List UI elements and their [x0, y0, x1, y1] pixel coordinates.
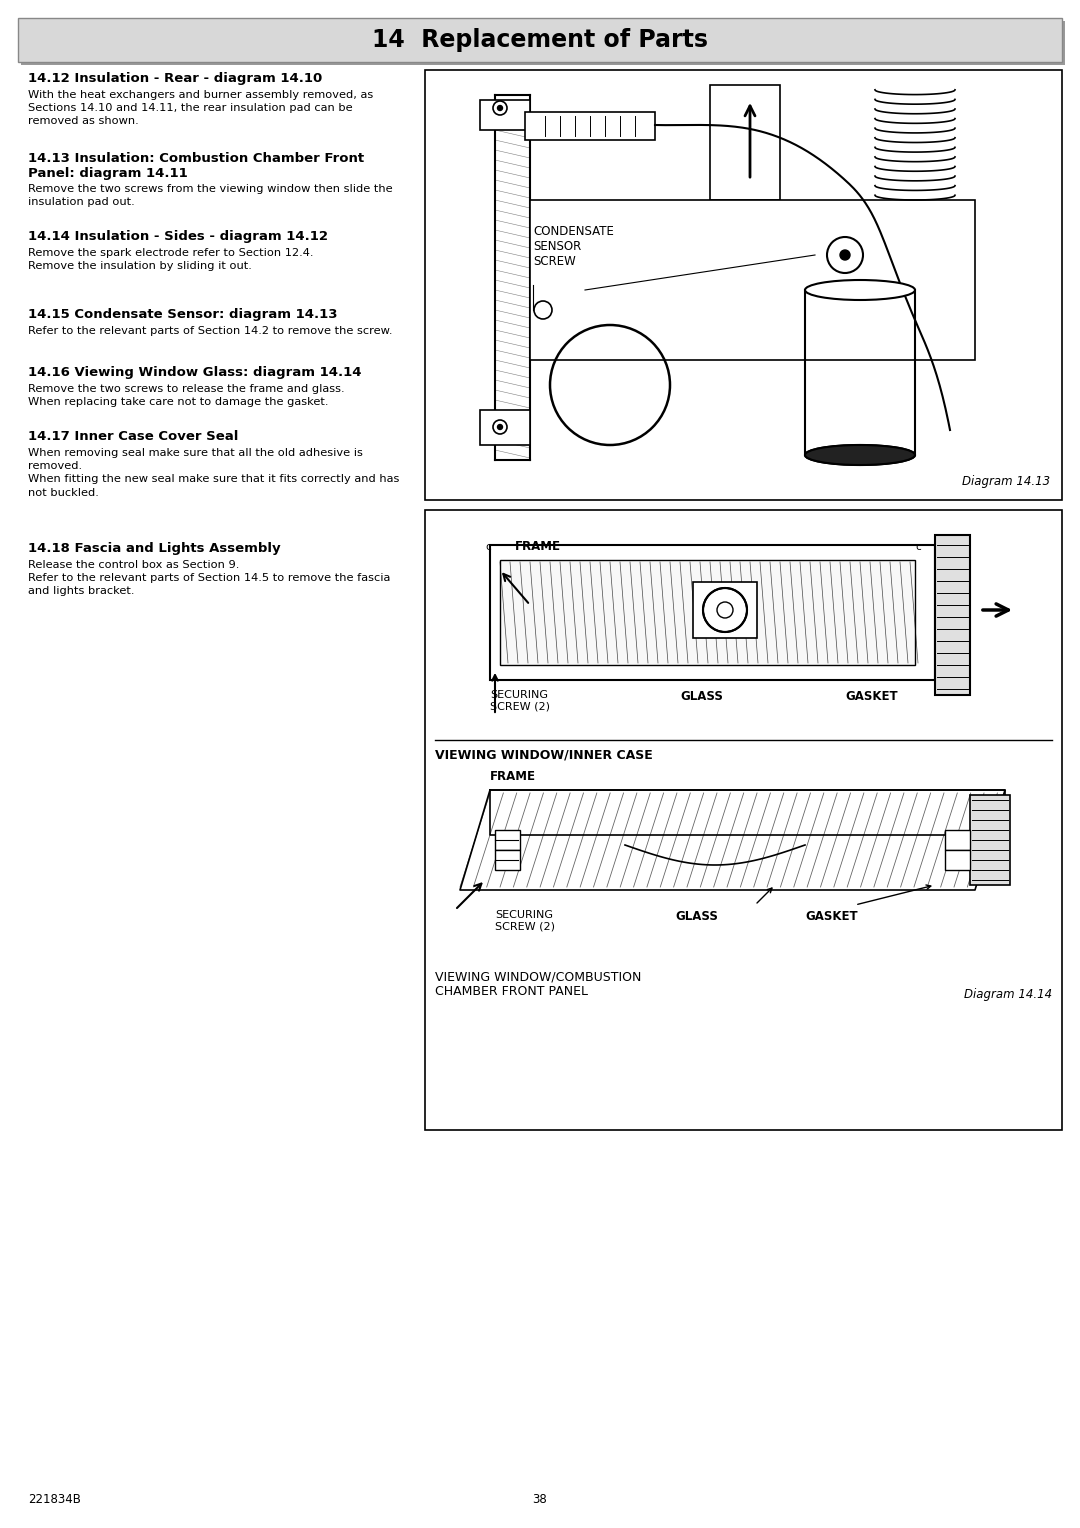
Text: Diagram 14.13: Diagram 14.13: [962, 475, 1050, 487]
Bar: [500, 559, 915, 665]
Bar: [530, 200, 975, 361]
Text: FRAME: FRAME: [515, 539, 561, 553]
Text: 14.15 Condensate Sensor: diagram 14.13: 14.15 Condensate Sensor: diagram 14.13: [28, 309, 337, 321]
Text: Diagram 14.14: Diagram 14.14: [963, 989, 1052, 1001]
Text: CONDENSATE
SENSOR
SCREW: CONDENSATE SENSOR SCREW: [534, 225, 613, 267]
Bar: [710, 86, 780, 200]
Polygon shape: [490, 790, 1005, 834]
Text: VIEWING WINDOW/COMBUSTION
CHAMBER FRONT PANEL: VIEWING WINDOW/COMBUSTION CHAMBER FRONT …: [435, 970, 642, 998]
Bar: [945, 850, 970, 869]
Text: Remove the two screws from the viewing window then slide the
insulation pad out.: Remove the two screws from the viewing w…: [28, 183, 393, 208]
Bar: [945, 830, 970, 850]
Ellipse shape: [805, 445, 915, 465]
Bar: [495, 830, 519, 850]
Text: Release the control box as Section 9.
Refer to the relevant parts of Section 14.: Release the control box as Section 9. Re…: [28, 559, 390, 596]
Bar: [426, 70, 1062, 500]
Text: 38: 38: [532, 1493, 548, 1507]
Text: Refer to the relevant parts of Section 14.2 to remove the screw.: Refer to the relevant parts of Section 1…: [28, 325, 392, 336]
Bar: [480, 99, 530, 130]
FancyBboxPatch shape: [18, 18, 1062, 63]
Text: GASKET: GASKET: [845, 691, 897, 703]
Ellipse shape: [805, 445, 915, 465]
Circle shape: [498, 425, 502, 429]
Text: GASKET: GASKET: [805, 911, 858, 923]
Text: 14.14 Insulation - Sides - diagram 14.12: 14.14 Insulation - Sides - diagram 14.12: [28, 231, 328, 243]
Bar: [490, 545, 935, 680]
Text: SECURING
SCREW (2): SECURING SCREW (2): [495, 911, 555, 932]
Text: c: c: [915, 542, 921, 552]
Text: SECURING
SCREW (2): SECURING SCREW (2): [490, 691, 550, 712]
Text: 221834B: 221834B: [28, 1493, 81, 1507]
Bar: [935, 535, 970, 695]
Text: Remove the spark electrode refer to Section 12.4.
Remove the insulation by slidi: Remove the spark electrode refer to Sect…: [28, 248, 313, 270]
Bar: [426, 510, 1062, 1131]
Ellipse shape: [805, 280, 915, 299]
Circle shape: [498, 105, 502, 110]
Text: GLASS: GLASS: [675, 911, 718, 923]
Text: GLASS: GLASS: [680, 691, 723, 703]
Bar: [970, 795, 1010, 885]
Circle shape: [840, 251, 850, 260]
Text: FRAME: FRAME: [490, 770, 536, 782]
Text: c: c: [485, 542, 490, 552]
Text: 14.12 Insulation - Rear - diagram 14.10: 14.12 Insulation - Rear - diagram 14.10: [28, 72, 322, 86]
Polygon shape: [460, 790, 1005, 889]
Text: When removing seal make sure that all the old adhesive is
removed.
When fitting : When removing seal make sure that all th…: [28, 448, 400, 498]
Text: Remove the two screws to release the frame and glass.
When replacing take care n: Remove the two screws to release the fra…: [28, 384, 345, 406]
Text: With the heat exchangers and burner assembly removed, as
Sections 14.10 and 14.1: With the heat exchangers and burner asse…: [28, 90, 374, 127]
Text: VIEWING WINDOW/INNER CASE: VIEWING WINDOW/INNER CASE: [435, 749, 652, 761]
Text: 14.16 Viewing Window Glass: diagram 14.14: 14.16 Viewing Window Glass: diagram 14.1…: [28, 367, 362, 379]
Text: 14.13 Insulation: Combustion Chamber Front
Panel: diagram 14.11: 14.13 Insulation: Combustion Chamber Fro…: [28, 151, 364, 180]
FancyBboxPatch shape: [21, 21, 1065, 66]
Text: 14  Replacement of Parts: 14 Replacement of Parts: [372, 28, 708, 52]
Text: 14.17 Inner Case Cover Seal: 14.17 Inner Case Cover Seal: [28, 429, 239, 443]
Bar: [693, 582, 757, 639]
Bar: [480, 410, 530, 445]
Bar: [525, 112, 654, 141]
Bar: [495, 850, 519, 869]
Text: 14.18 Fascia and Lights Assembly: 14.18 Fascia and Lights Assembly: [28, 542, 281, 555]
